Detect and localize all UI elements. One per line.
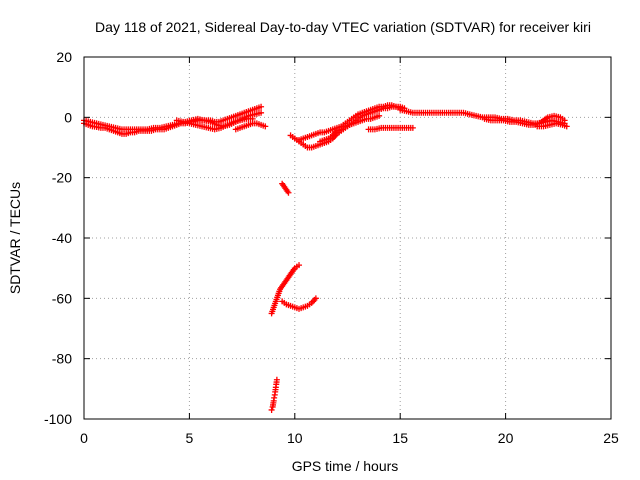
data-point (285, 189, 292, 196)
x-tick-label: 0 (80, 430, 88, 446)
grid (84, 57, 611, 419)
data-series (317, 112, 383, 145)
data-series (279, 180, 292, 196)
y-tick-label: 0 (64, 109, 72, 125)
data-series (365, 124, 416, 133)
y-tick-label: -20 (52, 170, 72, 186)
x-tick-label: 20 (498, 430, 514, 446)
data-point (296, 262, 303, 269)
y-tick-label: 20 (56, 49, 72, 65)
y-tick-label: -100 (44, 411, 72, 427)
data-series (534, 120, 570, 130)
y-tick-label: -80 (52, 351, 72, 367)
data-point (258, 103, 265, 110)
data-series (232, 120, 269, 133)
x-tick-label: 10 (287, 430, 303, 446)
axis-ticks: 0 5 10 15 20 25 20 0 -20 -40 -60 -80 -100 (44, 49, 619, 446)
y-tick-label: -40 (52, 230, 72, 246)
data-point (409, 124, 416, 131)
x-axis-label: GPS time / hours (292, 458, 399, 474)
data-point (268, 406, 275, 413)
data-point (258, 109, 265, 116)
x-tick-label: 15 (392, 430, 408, 446)
data-point (376, 112, 383, 119)
y-tick-label: -60 (52, 290, 72, 306)
x-tick-label: 25 (603, 430, 619, 446)
data-series (279, 295, 319, 312)
chart-title: Day 118 of 2021, Sidereal Day-to-day VTE… (95, 19, 591, 35)
data-series (268, 262, 303, 317)
data-point (262, 123, 269, 130)
data-series (296, 102, 408, 143)
data-series (268, 376, 280, 413)
data-points (81, 102, 570, 413)
y-axis-label: SDTVAR / TECUs (7, 182, 23, 294)
data-series (173, 115, 256, 133)
data-point (273, 376, 280, 383)
data-point (563, 123, 570, 130)
data-point (561, 117, 568, 124)
x-tick-label: 5 (186, 430, 194, 446)
data-point (312, 295, 319, 302)
plot-frame (83, 56, 612, 420)
